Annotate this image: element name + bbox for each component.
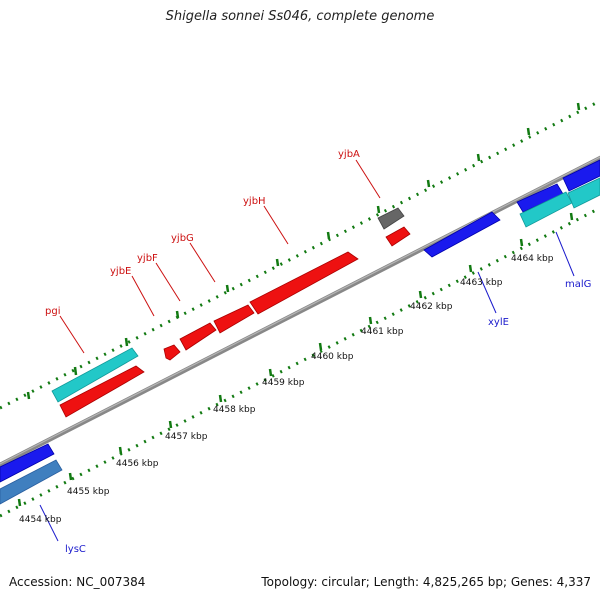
gene-label-yjbH: yjbH: [243, 196, 266, 207]
leader-yjbA: [355, 159, 381, 199]
gene-yjbF-arrow: [179, 322, 217, 351]
gene-label-yjbF: yjbF: [137, 253, 158, 264]
outer-major-tick: [124, 337, 129, 347]
inner-major-tick: [468, 264, 473, 273]
outer-major-tick: [175, 310, 180, 319]
scale-label: 4461 kbp: [361, 327, 404, 337]
gene-label-xylE: xylE: [488, 317, 509, 328]
gene-label-pgi: pgi: [45, 306, 60, 317]
inner-major-tick: [368, 316, 373, 325]
backbone-line: [0, 155, 600, 468]
outer-tick-row: [0, 99, 600, 410]
genome-backbone: [0, 155, 600, 468]
gene-malG-cds-right: [567, 177, 600, 209]
outer-major-tick: [225, 284, 230, 293]
scale-labels: 4454 kbp 4455 kbp 4456 kbp 4457 kbp 4458…: [19, 254, 554, 525]
gene-yjbE-arrow: [163, 344, 181, 361]
gene-pgi-cds: [51, 347, 139, 403]
leader-yjbH: [263, 205, 289, 245]
gene-label-yjbE: yjbE: [110, 266, 131, 277]
outer-major-tick: [376, 205, 381, 214]
outer-major-tick: [326, 231, 331, 240]
scale-label: 4457 kbp: [165, 432, 208, 442]
scale-label: 4455 kbp: [67, 487, 110, 497]
inner-major-tick: [268, 368, 273, 377]
scale-label: 4459 kbp: [262, 378, 305, 388]
outer-tick-line: [0, 99, 600, 410]
outer-major-tick: [476, 153, 481, 162]
map-title: Shigella sonnei Ss046, complete genome: [165, 9, 435, 24]
inner-major-tick: [168, 420, 173, 429]
inner-major-tick: [569, 212, 574, 221]
outer-major-tick: [576, 102, 581, 111]
scale-label: 4454 kbp: [19, 515, 62, 525]
outer-major-tick: [73, 366, 78, 376]
leader-yjbG: [189, 242, 216, 283]
inner-major-tick: [318, 342, 323, 351]
gene-xylE-arrow: [423, 211, 501, 258]
genome-summary-label: Topology: circular; Length: 4,825,265 bp…: [261, 575, 591, 589]
inner-major-tick: [218, 394, 223, 403]
scale-label: 4463 kbp: [460, 278, 503, 288]
gene-label-lysC: lysC: [65, 544, 86, 555]
leader-xylE: [477, 271, 497, 314]
scale-label: 4464 kbp: [511, 254, 554, 264]
outer-major-tick: [275, 258, 280, 267]
outer-major-tick: [526, 127, 531, 136]
gene-lysC-cds: [0, 459, 63, 505]
leader-malG: [555, 231, 575, 277]
leader-yjbF: [155, 262, 181, 302]
leader-pgi: [59, 315, 85, 354]
backbone-highlight: [0, 156, 600, 465]
inner-tick-row: [0, 206, 600, 518]
inner-tick-line: [0, 206, 600, 518]
gene-yjbA-gray: [377, 207, 405, 230]
gene-label-yjbG: yjbG: [171, 233, 194, 244]
gene-yjbA-arrow: [385, 226, 411, 247]
scale-label: 4460 kbp: [311, 352, 354, 362]
outer-major-tick: [426, 179, 431, 188]
scale-label: 4458 kbp: [213, 405, 256, 415]
inner-major-tick: [118, 446, 123, 455]
inner-major-tick: [519, 238, 524, 247]
leader-yjbE: [131, 275, 155, 317]
gene-malG-arrow-right: [562, 159, 600, 192]
inner-major-tick: [418, 290, 423, 299]
gene-label-yjbA: yjbA: [338, 149, 360, 160]
accession-label: Accession: NC_007384: [9, 575, 146, 589]
gene-pgi-arrow: [59, 365, 145, 418]
inner-major-tick: [68, 472, 73, 481]
outer-major-ticks: [26, 102, 581, 400]
gene-lysC-arrow: [0, 443, 55, 483]
inner-major-tick: [17, 498, 22, 507]
gene-labels: pgi yjbE yjbF yjbG yjbH yjbA xylE malG l…: [45, 149, 591, 555]
inner-major-ticks: [17, 212, 574, 507]
gene-yjbG-arrow: [213, 304, 255, 334]
leader-lysC: [39, 504, 59, 542]
leader-lines: [39, 159, 575, 542]
scale-label: 4462 kbp: [410, 302, 453, 312]
scale-label: 4456 kbp: [116, 459, 159, 469]
gene-label-malG: malG: [565, 279, 591, 290]
forward-features: [51, 207, 411, 418]
outer-major-tick: [26, 391, 31, 400]
reverse-features: [0, 159, 600, 505]
gene-yjbH-arrow: [249, 251, 359, 315]
